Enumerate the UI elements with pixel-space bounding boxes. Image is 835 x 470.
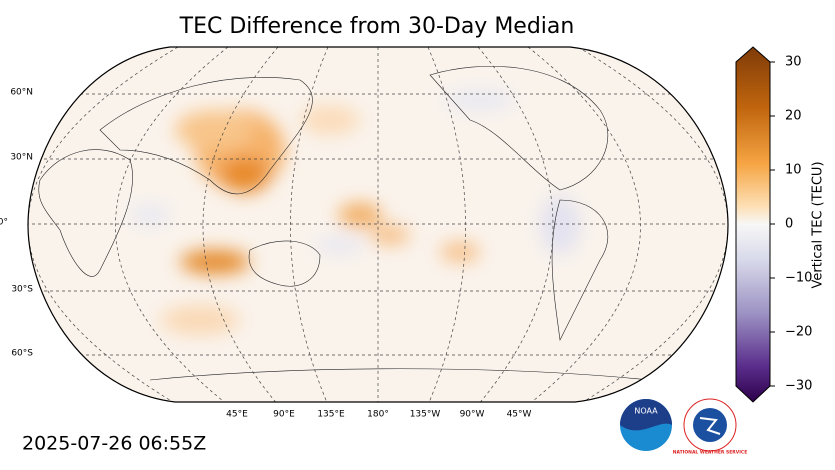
meridian <box>115 47 229 402</box>
colorbar-tick-label: −10 <box>785 271 812 286</box>
lat-label: 0° <box>0 218 8 228</box>
colorbar-tick-label: −30 <box>785 379 812 394</box>
meridian <box>527 47 641 402</box>
lon-label: 90°W <box>460 410 485 420</box>
nws-logo: NATIONAL WEATHER SERVICE <box>673 398 748 456</box>
nws-text: NATIONAL WEATHER SERVICE <box>673 450 748 456</box>
colorbar-tick-label: 0 <box>785 217 793 232</box>
lon-label: 90°E <box>273 410 295 420</box>
map-field <box>28 47 728 402</box>
timestamp: 2025-07-26 06:55Z <box>22 433 206 455</box>
colorbar-tick-label: −20 <box>785 325 812 340</box>
title: TEC Difference from 30-Day Median <box>179 14 575 39</box>
colorbar-tick-label: 30 <box>785 55 802 70</box>
lon-label: 45°E <box>226 410 248 420</box>
colorbar-tick-label: 10 <box>785 163 802 178</box>
map-border <box>27 46 729 403</box>
colorbar-tick-label: 20 <box>785 109 802 124</box>
colorbar <box>735 46 771 403</box>
meridian <box>427 47 466 402</box>
tec-anomaly <box>130 90 580 335</box>
lat-label: 60°S <box>11 349 33 359</box>
noaa-text: NOAA <box>634 407 658 416</box>
colorbar-label: Vertical TEC (TECU) <box>811 161 826 288</box>
noaa-logo: NOAA <box>620 399 672 451</box>
lon-label: 135°W <box>410 410 441 420</box>
lon-label: 135°E <box>317 410 345 420</box>
meridian <box>290 47 329 402</box>
lat-label: 30°N <box>10 153 33 163</box>
lon-label: 45°W <box>507 410 532 420</box>
lat-label: 30°S <box>11 285 33 295</box>
lat-label: 60°N <box>10 88 33 98</box>
lon-label: 180° <box>367 410 389 420</box>
coastlines <box>38 65 651 381</box>
graticule <box>28 47 728 402</box>
